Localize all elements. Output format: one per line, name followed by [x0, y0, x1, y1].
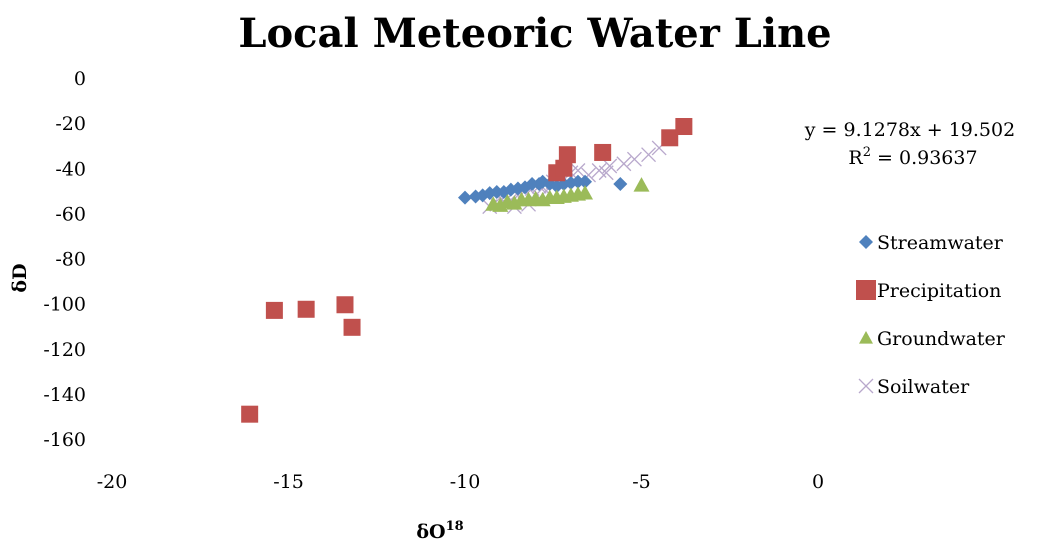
r-squared-label: R — [848, 147, 863, 169]
precipitation-point — [265, 301, 283, 319]
legend-label: Precipitation — [877, 280, 1001, 302]
y-tick-label: -40 — [55, 158, 86, 180]
x-marker-stroke — [626, 151, 642, 167]
legend-label: Groundwater — [877, 328, 1006, 350]
y-tick-label: -80 — [55, 249, 86, 271]
x-axis-title-main: δO — [416, 521, 445, 543]
precipitation-point — [297, 300, 315, 318]
y-axis-title: δD — [9, 263, 31, 292]
groundwater-point — [633, 177, 650, 192]
y-tick-label: -100 — [43, 294, 86, 316]
precipitation-point — [661, 129, 679, 147]
x-marker-stroke — [641, 147, 657, 163]
precipitation-legend-marker — [856, 280, 876, 300]
streamwater-point — [525, 177, 540, 192]
chart-title: Local Meteoric Water Line — [238, 10, 831, 57]
y-tick-label: 0 — [74, 68, 86, 90]
trendline-equation: y = 9.1278x + 19.502 — [804, 119, 1015, 141]
r-squared-superscript: 2 — [863, 145, 871, 160]
x-marker-stroke — [570, 163, 586, 178]
y-tick-label: -120 — [43, 339, 86, 361]
legend: Streamwater Precipitation Groundwater Soilw… — [856, 232, 1006, 398]
x-marker-stroke — [858, 378, 874, 394]
streamwater-legend-marker — [859, 235, 873, 249]
r-squared-value: = 0.93637 — [871, 147, 978, 169]
precipitation-point — [555, 159, 573, 177]
x-tick-label: -20 — [97, 471, 128, 493]
series-groundwater — [485, 177, 650, 212]
legend-item-streamwater: Streamwater — [859, 232, 1004, 254]
series-precipitation — [241, 118, 693, 423]
soilwater-point — [570, 163, 586, 178]
x-tick-label: -5 — [632, 471, 651, 493]
legend-label: Soilwater — [877, 376, 970, 398]
x-axis-title: δO18 — [416, 519, 463, 543]
precipitation-point — [343, 318, 361, 336]
legend-label: Streamwater — [877, 232, 1004, 254]
soilwater-point — [626, 151, 642, 167]
streamwater-point — [613, 177, 628, 192]
groundwater-legend-marker — [859, 331, 873, 344]
streamwater-point — [570, 174, 585, 189]
y-tick-label: -140 — [43, 384, 86, 406]
precipitation-point — [241, 405, 259, 423]
x-axis-title-superscript: 18 — [446, 519, 464, 534]
legend-item-soilwater: Soilwater — [858, 376, 970, 398]
trendline-r-squared: R2 = 0.93637 — [848, 145, 977, 169]
streamwater-point — [489, 184, 504, 199]
y-axis-ticks: 0 -20 -40 -60 -80 -100 -120 -140 -160 — [43, 68, 86, 451]
y-tick-label: -160 — [43, 429, 86, 451]
precipitation-point — [336, 296, 354, 314]
data-series — [241, 118, 693, 423]
x-tick-label: -10 — [450, 471, 481, 493]
y-tick-label: -20 — [55, 113, 86, 135]
precipitation-point — [675, 118, 693, 136]
soilwater-point — [641, 147, 657, 163]
x-marker-stroke — [598, 165, 614, 181]
legend-item-groundwater: Groundwater — [859, 328, 1006, 350]
soilwater-point — [598, 165, 614, 181]
streamwater-point — [458, 190, 472, 205]
series-streamwater — [458, 174, 628, 205]
x-marker-stroke — [616, 156, 632, 172]
soilwater-legend-marker — [858, 378, 874, 394]
precipitation-point — [594, 143, 612, 161]
y-tick-label: -60 — [55, 203, 86, 225]
streamwater-point — [578, 174, 593, 189]
legend-item-precipitation: Precipitation — [856, 280, 1001, 302]
soilwater-point — [602, 158, 618, 174]
x-axis-ticks: -20 -15 -10 -5 0 — [97, 471, 824, 493]
x-marker-stroke — [602, 158, 618, 174]
soilwater-point — [616, 156, 632, 172]
groundwater-point — [577, 185, 594, 200]
precipitation-point — [558, 146, 576, 164]
x-marker-stroke — [591, 163, 607, 178]
x-tick-label: -15 — [273, 471, 304, 493]
x-tick-label: 0 — [812, 471, 824, 493]
